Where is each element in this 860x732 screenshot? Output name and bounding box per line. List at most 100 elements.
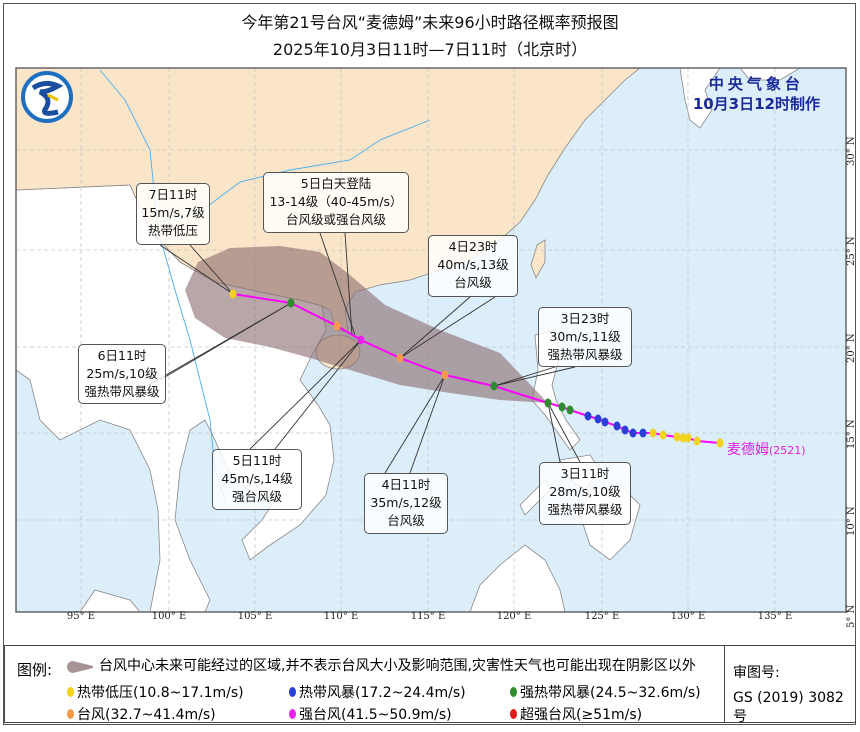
callout-d4_23: 4日23时 40m/s,13级 台风级 [428,235,518,297]
storm-name: 麦德姆 [727,442,769,458]
legend-item-label: 热带低压(10.8~17.1m/s) [77,685,244,701]
lon-tick-label: 120° E [496,611,532,622]
leader-line [399,296,471,359]
map-title: 今年第21号台风“麦德姆”未来96小时路径概率预报图 [241,13,619,32]
callout-level: 台风级 [454,275,492,290]
taiwan-island [530,239,546,279]
past-point-tropical-depression [679,433,687,443]
leader-line [547,402,561,463]
leader-line [274,339,362,450]
leader-line [493,366,576,387]
callout-wind: 45m/s,14级 [221,471,293,486]
typhoon-symbol-icon [510,687,517,697]
callout-level: 强热带风暴级 [84,384,160,399]
legend-item-tropical-storm: 热带风暴(17.2~24.4m/s) [289,682,466,702]
callout-d6: 6日11时 25m/s,10级 强热带风暴级 [78,344,166,404]
lon-tick-label: 135° E [757,611,793,622]
typhoon-symbol-icon [289,709,296,719]
callout-landfall: 5日白天登陆 13-14级（40-45m/s） 台风级或强台风级 [263,172,409,233]
legend-item-label: 台风(32.7~41.4m/s) [77,707,216,723]
legend-item-label: 强热带风暴(24.5~32.6m/s) [520,685,701,701]
agency-block: 中央气象台 10月3日12时制作 [693,74,820,114]
forecast-point-typhoon [441,370,449,380]
legend-separator [724,646,725,722]
callout-level: 强台风级 [231,489,282,504]
forecast-point-severe-tropical-storm [287,298,295,308]
leader-line [249,339,362,450]
map-subtitle: 2025年10月3日11时—7日11时（北京时） [272,40,588,59]
callout-time: 5日白天登陆 [300,176,372,191]
callout-wind: 13-14级（40-45m/s） [269,194,403,209]
legend-item-label: 强台风(41.5~50.9m/s) [299,707,452,723]
past-point-tropical-depression [649,428,657,438]
past-point-tropical-depression [684,433,692,443]
legend-item-severe-typhoon: 强台风(41.5~50.9m/s) [289,704,452,724]
typhoon-symbol-icon [67,709,74,719]
past-point-tropical-depression [716,438,724,448]
legend-item-typhoon: 台风(32.7~41.4m/s) [67,704,216,724]
callout-d3: 3日11时 28m/s,10级 强热带风暴级 [539,462,631,525]
leader-line [399,296,496,359]
lat-tick-label: 20° N [846,333,857,363]
legend-heading: 图例: [17,661,53,679]
leader-line [409,374,446,474]
past-point-tropical-storm [639,428,647,438]
lon-tick-label: 95° E [66,611,96,622]
lat-tick-label: 15° N [846,419,857,449]
leader-line [159,244,234,295]
leader-line [319,232,356,336]
review-number: GS (2019) 3082号 [733,690,844,725]
map-border [15,67,847,613]
callout-d4: 4日11时 35m/s,12级 台风级 [364,473,448,534]
callout-wind: 35m/s,12级 [370,495,442,510]
callout-level: 台风级 [387,513,425,528]
agency-name: 中央气象台 [708,75,804,93]
past-point-tropical-storm [601,417,609,427]
callout-time: 3日11时 [560,466,610,481]
past-point-tropical-storm [594,414,602,424]
leader-line [189,244,234,295]
callout-wind: 30m/s,11级 [549,329,621,344]
legend: 图例: 台风中心未来可能经过的区域,并不表示台风大小及影响范围,灾害性天气也可能… [4,645,856,725]
legend-cone-text: 台风中心未来可能经过的区域,并不表示台风大小及影响范围,灾害性天气也可能出现在阴… [99,658,696,674]
lon-tick-label: 115° E [410,611,446,622]
callout-level: 强热带风暴级 [547,502,623,517]
callout-time: 3日23时 [560,311,610,326]
typhoon-symbol-icon [67,687,74,697]
cma-logo [21,71,73,123]
callout-wind: 25m/s,10级 [86,366,158,381]
lon-tick-label: 130° E [670,611,706,622]
legend-item-label: 超强台风(≥51m/s) [520,707,643,723]
river [99,69,226,501]
past-point-tropical-storm [613,421,621,431]
callout-level: 热带低压 [147,223,198,238]
callout-d7: 7日11时 15m/s,7级 热带低压 [136,183,210,245]
past-point-tropical-depression [673,432,681,442]
leader-line [547,402,581,463]
outer-frame [3,3,856,725]
past-point-tropical-storm [629,428,637,438]
legend-item-tropical-depression: 热带低压(10.8~17.1m/s) [67,682,244,702]
made-time: 10月3日12时制作 [692,95,820,113]
forecast-point-severe-tropical-storm [490,381,498,391]
forecast-point-severe-typhoon [357,335,365,345]
borneo-land [469,544,566,612]
leader-line [493,366,556,387]
callout-time: 4日11时 [381,477,431,492]
past-point-tropical-depression [693,436,701,446]
past-point-tropical-storm [584,411,592,421]
lat-tick-label: 25° N [846,236,857,266]
japan-kyushu [679,68,801,129]
sumatra-land [79,589,141,612]
past-point-severe-tropical-storm [566,405,574,415]
callout-wind: 15m/s,7级 [141,205,205,220]
callout-leaders [139,232,581,474]
forecast-point-typhoon [396,353,404,363]
callout-d3_23: 3日23时 30m/s,11级 强热带风暴级 [538,307,632,367]
track-points [229,289,724,448]
lon-tick-label: 105° E [237,611,273,622]
forecast-point-severe-tropical-storm [544,398,552,408]
callout-time: 6日11时 [97,348,147,363]
lat-tick-label: 5° N [846,604,857,628]
